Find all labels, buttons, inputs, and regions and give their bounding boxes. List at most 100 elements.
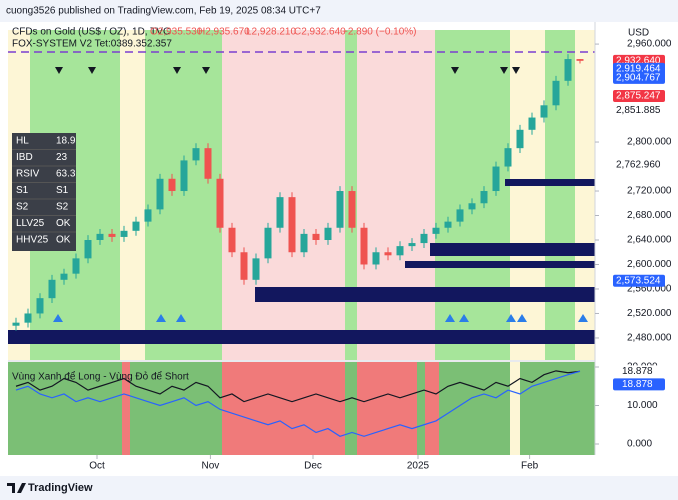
up-markers [53,314,588,322]
publish-note: cuong3526 published on TradingView.com, … [6,6,321,17]
candle-body [540,105,548,118]
logo [7,483,26,493]
candle-body [120,230,128,237]
y-tick-label: 0.000 [627,439,652,450]
ohlc-open: O2,935.530 [150,27,203,38]
candle-body [60,273,68,280]
candle-body [420,233,428,244]
footer-bar [0,476,678,500]
price-label-box [613,274,665,287]
indicator-line [15,370,581,403]
y-tick-label: 2,640.000 [627,235,672,246]
price-label: 2,851.885 [616,105,661,116]
brand: TradingView [28,482,93,494]
price-label-box [613,104,665,117]
table-value: 18.9 [56,136,76,147]
value-label-box [613,378,665,391]
price-label: 2,919.464 [616,64,661,75]
candle-body [324,227,332,240]
ohlc-high: H2,935.670 [198,27,250,38]
price-label-box [613,158,665,171]
candle-body [204,148,212,179]
x-tick-label: Oct [89,461,105,472]
ohlc-low: L2,928.210 [246,27,296,38]
candle-body [504,148,512,167]
candle-body [372,252,380,265]
table-value: 23 [56,152,68,163]
value-label: 18.878 [622,379,653,390]
candle-body [552,80,560,106]
table-value: OK [56,218,71,229]
indicator-line [15,370,581,437]
candle-body [108,233,116,237]
legend: CFDs on Gold (US$ / OZ), 1D, TVC O2,935.… [12,27,417,50]
table-value: 63.3 [56,169,76,180]
candle-body [264,227,272,259]
price-label-box [613,71,665,84]
table-key: LLV25 [16,218,45,229]
table-key: S2 [16,202,29,213]
ohlc-close: C2,932.640 [294,27,346,38]
candle-body [48,279,56,299]
candle-body [360,227,368,265]
candle-body [492,166,500,192]
y-tick-label: 2,600.000 [627,259,672,270]
candle-body [576,59,584,61]
y-tick-label: 2,720.000 [627,186,672,197]
supply-demand-zones [8,179,595,344]
candle-body [528,117,536,130]
symbol: CFDs on Gold (US$ / OZ), 1D, TVC [12,27,170,38]
candle-body [168,178,176,192]
candle-body [408,243,416,247]
candle-body [288,197,296,253]
candle-body [396,246,404,256]
indicator-name: FOX-SYSTEM V2 Tet:0389.352.357 [12,39,172,50]
candle-body [300,233,308,253]
x-tick-label: 2025 [407,461,430,472]
candle-body [36,298,44,314]
stats-table: HL 18.9 IBD 23 RSIV 63.3 S1 S1 S2 S2 LLV25 OK HHV25 O… [12,133,76,251]
price-label: 2,904.767 [616,73,661,84]
candle-body [516,129,524,149]
candle-body [96,233,104,240]
price-label: 2,875.247 [616,91,661,102]
candle-body [240,252,248,280]
candle-body [180,160,188,192]
y-tick-label: 10.000 [627,400,658,411]
candle-body [348,191,356,228]
price-label: 2,762.960 [616,159,661,170]
table-key: S1 [16,185,29,196]
table-key: HL [16,136,29,147]
y-tick-label: 2,800.000 [627,137,672,148]
candle-body [84,240,92,259]
y-tick-label: 2,680.000 [627,210,672,221]
candle-body [216,178,224,228]
table-value: S2 [56,202,69,213]
price-label: 2,573.524 [616,275,661,286]
value-label: 18.878 [622,366,653,377]
table-value: S1 [56,185,69,196]
candle-body [72,258,80,274]
candle-body [564,59,572,81]
candle-body [12,322,20,326]
candle-body [132,221,140,231]
price-label-box [613,89,665,102]
currency: USD [628,28,649,39]
candle-body [480,191,488,204]
value-label-box [613,365,665,378]
y-tick-label: 2,480.000 [627,333,672,344]
candle-body [456,209,464,222]
candle-body [144,209,152,222]
candle-body [468,203,476,210]
table-key: HHV25 [16,235,49,246]
ohlc-change: −2.890 (−0.10%) [342,27,417,38]
candle-body [252,258,260,280]
candle-body [24,313,32,323]
table-value: OK [56,235,71,246]
candle-body [384,252,392,256]
candle-body [192,148,200,161]
candle-body [444,221,452,228]
x-tick-label: Feb [521,461,539,472]
y-tick-label: 2,560.000 [627,284,672,295]
